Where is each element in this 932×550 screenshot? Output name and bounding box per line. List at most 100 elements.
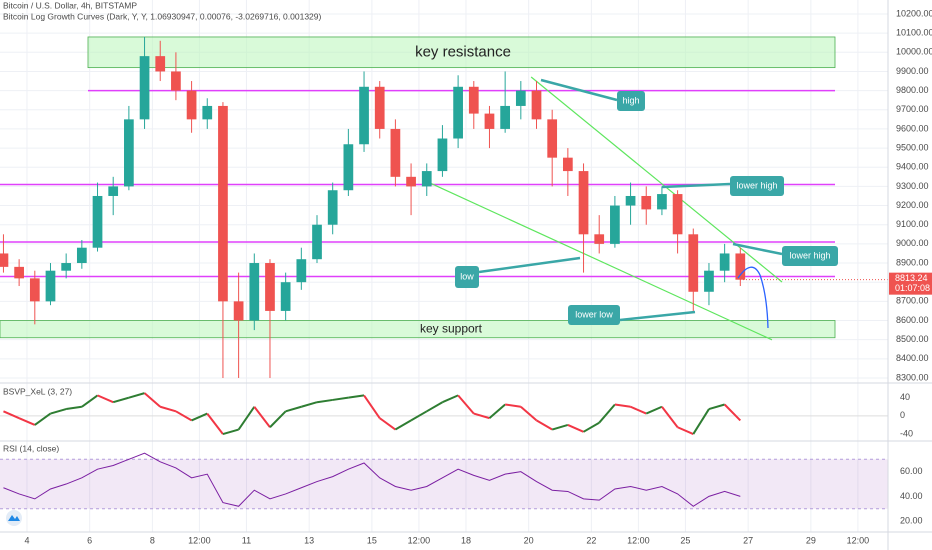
y-tick-label: 8700.00 — [896, 296, 929, 306]
callout-label: lower low — [575, 309, 613, 319]
pane-title: RSI (14, close) — [3, 443, 59, 453]
candle-body — [453, 86, 463, 139]
y-tick-label: 9400.00 — [896, 162, 929, 172]
callout-label: lower high — [736, 180, 777, 190]
x-tick-label: 8 — [150, 535, 155, 545]
x-tick-label: 12:00 — [408, 535, 431, 545]
oscillator-segment — [535, 419, 553, 431]
oscillator-segment — [379, 417, 396, 431]
callout-label: low — [460, 271, 474, 281]
x-tick-label: 6 — [87, 535, 92, 545]
oscillator-segment — [473, 412, 490, 420]
oscillator-segment — [34, 412, 52, 426]
oscillator-segment — [3, 410, 20, 420]
zone-label: key support — [420, 321, 483, 335]
candle-body — [124, 119, 134, 187]
oscillator-segment — [206, 412, 224, 435]
oscillator-segment — [175, 410, 193, 422]
oscillator-segment — [410, 410, 428, 422]
candle-body — [76, 247, 87, 264]
logo — [6, 510, 22, 526]
oscillator-segment — [112, 396, 130, 404]
x-tick-label: 25 — [680, 535, 690, 545]
y-tick-label: 8500.00 — [896, 334, 929, 344]
candle-body — [92, 195, 103, 248]
last-price-box — [889, 272, 932, 295]
candle-body — [625, 195, 636, 206]
candle-body — [14, 266, 24, 279]
y-tick-label: 40.00 — [900, 491, 923, 501]
candle-body — [657, 194, 667, 210]
callout-label: high — [622, 95, 639, 105]
y-tick-label: 9500.00 — [896, 142, 929, 152]
oscillator-segment — [285, 405, 302, 413]
candle-body — [406, 176, 416, 187]
x-tick-label: 20 — [524, 535, 534, 545]
plot: key resistance key support high lower high l… — [0, 0, 888, 532]
countdown-label: 01:07:08 — [895, 283, 930, 293]
oscillator-segment — [237, 406, 256, 431]
oscillator-segment — [677, 426, 694, 435]
y-tick-label: 40 — [900, 392, 910, 402]
oscillator-segment — [457, 394, 475, 415]
oscillator-segment — [348, 394, 365, 399]
x-tick-label: 12:00 — [627, 535, 650, 545]
zone — [87, 36, 836, 69]
candle-body — [484, 113, 495, 129]
last-price-label: 8813.24 — [895, 273, 928, 283]
y-tick-label: 60.00 — [900, 466, 923, 476]
oscillator-segment — [583, 421, 600, 433]
oscillator-segment — [363, 394, 381, 419]
y-tick-label: 9300.00 — [896, 181, 929, 191]
candle-body — [359, 86, 369, 145]
oscillator-segment — [723, 403, 742, 422]
oscillator-segment — [269, 410, 287, 428]
y-tick-label: -40 — [900, 428, 913, 438]
candle-body — [233, 301, 244, 321]
y-tick-label: 9800.00 — [896, 85, 929, 95]
oscillator-segment — [614, 403, 631, 408]
candle-body — [29, 278, 40, 302]
candle-body — [547, 119, 558, 158]
candle-body — [562, 157, 573, 172]
y-tick-label: 8600.00 — [896, 315, 929, 325]
zone — [0, 320, 836, 339]
y-tick-label: 9200.00 — [896, 200, 929, 210]
x-tick-label: 18 — [461, 535, 471, 545]
candle-body — [468, 86, 479, 114]
x-tick-label: 12:00 — [188, 535, 211, 545]
callout-box — [455, 266, 479, 288]
oscillator-segment — [551, 424, 569, 431]
candle-body — [202, 105, 213, 120]
candle-body — [155, 56, 166, 72]
oscillator-segment — [18, 417, 36, 426]
oscillator-segment — [488, 403, 506, 419]
candle-body — [265, 263, 275, 311]
zone-label: key resistance — [415, 43, 511, 60]
oscillator-segment — [394, 419, 412, 431]
callout-arrow — [661, 182, 731, 189]
oscillator-segment — [301, 401, 318, 408]
candle-body — [343, 144, 354, 191]
y-tick-label: 10100.00 — [896, 28, 932, 38]
y-tick-label: 9100.00 — [896, 219, 929, 229]
candle-body — [312, 224, 322, 260]
y-tick-label: 9600.00 — [896, 123, 929, 133]
oscillator-segment — [567, 424, 584, 433]
x-tick-label: 13 — [304, 535, 314, 545]
candle-body — [186, 90, 197, 120]
oscillator-segment — [630, 405, 647, 415]
oscillator-segment — [645, 405, 663, 415]
pane-title: BSVP_XeL (3, 27) — [3, 386, 72, 396]
oscillator-segment — [505, 403, 521, 408]
trendline — [429, 182, 773, 341]
y-tick-label: 20.00 — [900, 515, 923, 525]
candle-body — [594, 234, 605, 244]
candle-body — [437, 138, 448, 172]
x-tick-label: 29 — [806, 535, 816, 545]
chart-title: Bitcoin / U.S. Dollar, 4h, BITSTAMP — [3, 0, 137, 10]
rsi-line — [3, 452, 741, 507]
candle-body — [704, 270, 714, 292]
candle-body — [735, 253, 746, 280]
